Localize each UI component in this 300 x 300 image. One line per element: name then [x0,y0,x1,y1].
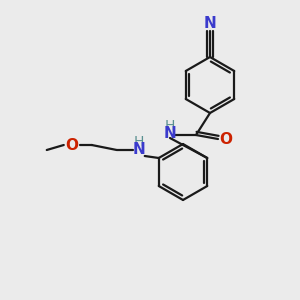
Text: N: N [164,127,176,142]
Text: O: O [220,131,232,146]
Text: H: H [134,135,144,149]
Text: O: O [65,137,78,152]
Text: N: N [132,142,145,158]
Text: H: H [165,119,175,133]
Text: N: N [204,16,216,32]
